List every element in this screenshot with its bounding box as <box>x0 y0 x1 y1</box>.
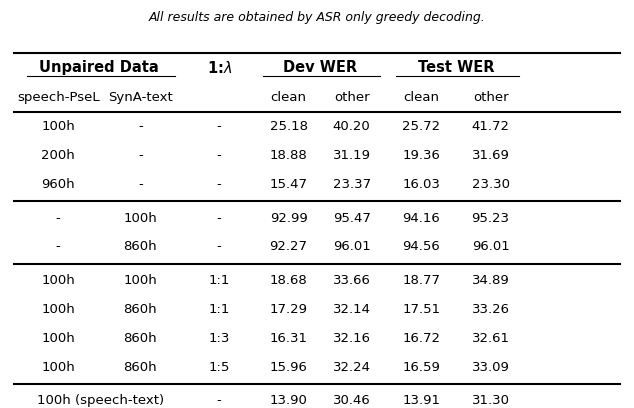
Text: 200h: 200h <box>41 149 75 162</box>
Text: 1:5: 1:5 <box>209 361 230 374</box>
Text: 30.46: 30.46 <box>333 395 371 407</box>
Text: -: - <box>217 120 221 133</box>
Text: -: - <box>217 240 221 253</box>
Text: 31.30: 31.30 <box>472 395 510 407</box>
Text: -: - <box>56 212 61 224</box>
Text: 96.01: 96.01 <box>472 240 510 253</box>
Text: 41.72: 41.72 <box>472 120 510 133</box>
Text: 860h: 860h <box>124 240 157 253</box>
Text: -: - <box>138 178 143 191</box>
Text: 19.36: 19.36 <box>402 149 440 162</box>
Text: 32.14: 32.14 <box>333 303 371 316</box>
Text: 31.19: 31.19 <box>333 149 371 162</box>
Text: 92.27: 92.27 <box>269 240 307 253</box>
Text: 100h: 100h <box>124 274 157 287</box>
Text: 16.03: 16.03 <box>402 178 440 191</box>
Text: 100h: 100h <box>41 274 75 287</box>
Text: 17.51: 17.51 <box>402 303 440 316</box>
Text: 13.90: 13.90 <box>269 395 307 407</box>
Text: 34.89: 34.89 <box>472 274 510 287</box>
Text: 100h (speech-text): 100h (speech-text) <box>37 395 164 407</box>
Text: 18.68: 18.68 <box>269 274 307 287</box>
Text: 860h: 860h <box>124 332 157 345</box>
Text: clean: clean <box>271 91 307 104</box>
Text: 95.23: 95.23 <box>472 212 510 224</box>
Text: -: - <box>217 178 221 191</box>
Text: -: - <box>138 149 143 162</box>
Text: other: other <box>473 91 508 104</box>
Text: 16.31: 16.31 <box>269 332 307 345</box>
Text: 32.24: 32.24 <box>333 361 371 374</box>
Text: 15.47: 15.47 <box>269 178 307 191</box>
Text: 100h: 100h <box>41 120 75 133</box>
Text: 92.99: 92.99 <box>269 212 307 224</box>
Text: 23.30: 23.30 <box>472 178 510 191</box>
Text: -: - <box>217 395 221 407</box>
Text: 32.61: 32.61 <box>472 332 510 345</box>
Text: 31.69: 31.69 <box>472 149 510 162</box>
Text: Dev WER: Dev WER <box>283 60 357 75</box>
Text: 13.91: 13.91 <box>402 395 440 407</box>
Text: 100h: 100h <box>41 361 75 374</box>
Text: 40.20: 40.20 <box>333 120 371 133</box>
Text: 94.56: 94.56 <box>403 240 440 253</box>
Text: 17.29: 17.29 <box>269 303 307 316</box>
Text: 25.18: 25.18 <box>269 120 307 133</box>
Text: 25.72: 25.72 <box>402 120 440 133</box>
Text: 18.88: 18.88 <box>269 149 307 162</box>
Text: -: - <box>217 212 221 224</box>
Text: clean: clean <box>403 91 439 104</box>
Text: All results are obtained by ASR only greedy decoding.: All results are obtained by ASR only gre… <box>148 11 486 24</box>
Text: -: - <box>217 149 221 162</box>
Text: other: other <box>334 91 370 104</box>
Text: 860h: 860h <box>124 361 157 374</box>
Text: 96.01: 96.01 <box>333 240 371 253</box>
Text: -: - <box>56 240 61 253</box>
Text: 16.72: 16.72 <box>402 332 440 345</box>
Text: Unpaired Data: Unpaired Data <box>39 60 159 75</box>
Text: 1:1: 1:1 <box>209 274 230 287</box>
Text: 100h: 100h <box>41 303 75 316</box>
Text: 94.16: 94.16 <box>403 212 440 224</box>
Text: 1:$\lambda$: 1:$\lambda$ <box>207 60 232 75</box>
Text: 33.26: 33.26 <box>472 303 510 316</box>
Text: 95.47: 95.47 <box>333 212 371 224</box>
Text: 33.09: 33.09 <box>472 361 510 374</box>
Text: -: - <box>138 120 143 133</box>
Text: speech-PseL: speech-PseL <box>17 91 100 104</box>
Text: 32.16: 32.16 <box>333 332 371 345</box>
Text: 100h: 100h <box>41 332 75 345</box>
Text: 16.59: 16.59 <box>402 361 440 374</box>
Text: 23.37: 23.37 <box>333 178 371 191</box>
Text: 1:3: 1:3 <box>209 332 230 345</box>
Text: 960h: 960h <box>41 178 75 191</box>
Text: Test WER: Test WER <box>418 60 494 75</box>
Text: 860h: 860h <box>124 303 157 316</box>
Text: 1:1: 1:1 <box>209 303 230 316</box>
Text: 18.77: 18.77 <box>402 274 440 287</box>
Text: 33.66: 33.66 <box>333 274 371 287</box>
Text: 100h: 100h <box>124 212 157 224</box>
Text: 15.96: 15.96 <box>269 361 307 374</box>
Text: SynA-text: SynA-text <box>108 91 172 104</box>
